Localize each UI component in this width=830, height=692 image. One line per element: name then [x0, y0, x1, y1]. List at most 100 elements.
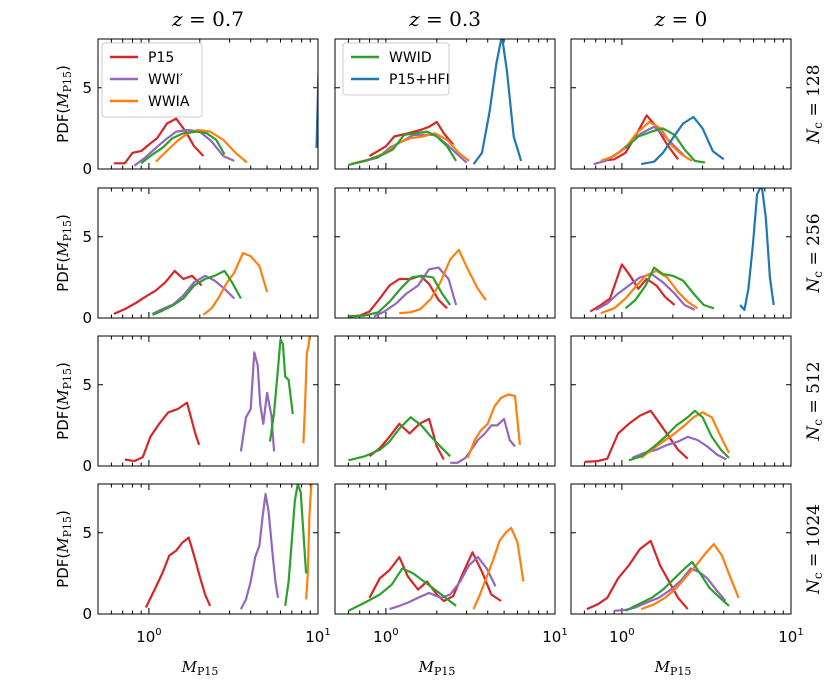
series-line-wwid [284, 484, 308, 607]
column-title-2: z = 0.3 [408, 7, 481, 31]
series-line-wwid [348, 130, 458, 166]
axis-frame [97, 483, 319, 615]
series-line-wwi-prime [239, 351, 276, 452]
series-line-wwid [140, 130, 226, 165]
panel-r4-c2: 100 101 MP15 [334, 483, 568, 678]
axis-frame [334, 483, 556, 615]
x-tick-label: 101 [542, 627, 567, 646]
series-line-wwia [399, 248, 487, 315]
series-lines [348, 393, 521, 464]
axis-frame [97, 187, 319, 319]
x-ticks [334, 484, 556, 614]
legend-frame [101, 42, 203, 118]
y-tick-label: 0 [82, 309, 92, 327]
series-line-wwia [640, 411, 730, 459]
series-line-wwid [152, 269, 242, 316]
series-lines [113, 50, 318, 167]
panel-r1-c2 [334, 38, 556, 170]
y-tick-label: 5 [82, 79, 92, 97]
x-ticks [334, 336, 556, 466]
y-tick-label: 5 [82, 228, 92, 246]
x-tick-label: 100 [373, 627, 398, 646]
series-lines [593, 114, 725, 166]
series-line-wwia [472, 526, 525, 610]
axis-frame [97, 335, 319, 467]
axis-frame [334, 335, 556, 467]
panel-r2-c1: 0 5 PDF(MP15) [54, 187, 319, 327]
series-line-wwi-prime [614, 567, 727, 612]
x-ticks [570, 188, 792, 318]
series-line-wwia [640, 543, 740, 611]
legend-left: P15 WWI′ WWIA [101, 42, 203, 118]
panel-r3-c3 [570, 335, 792, 467]
series-line-p15-hfi [315, 50, 318, 148]
x-tick-label: 100 [609, 627, 634, 646]
axis-frame [334, 38, 556, 170]
series-line-wwid [624, 127, 706, 164]
series-line-wwid [625, 560, 730, 612]
column-title-3: z = 0 [654, 7, 708, 31]
x-ticks [97, 336, 319, 466]
panel-r1-c3 [570, 38, 792, 170]
series-line-wwia [202, 251, 269, 316]
y-ticks [98, 384, 318, 467]
panel-r4-c1: 0 5 PDF(MP15) 100 101 MP15 [54, 483, 331, 678]
y-tick-label: 5 [82, 376, 92, 394]
series-line-wwia [466, 393, 521, 459]
series-line-p15 [113, 269, 203, 315]
series-line-wwi-prime [239, 492, 280, 610]
panel-r1-c1: 0 5 PDF(MP15) [54, 38, 319, 178]
series-line-wwid [348, 274, 452, 318]
axis-frame [570, 335, 792, 467]
x-ticks [570, 39, 792, 169]
axis-frame [570, 38, 792, 170]
x-axis-label: MP15 [418, 658, 456, 678]
x-ticks [570, 336, 792, 466]
x-tick-label: 101 [305, 627, 330, 646]
series-line-wwi-prime [631, 435, 727, 461]
legend-right: WWID P15+HFI [342, 42, 450, 96]
series-lines [113, 251, 269, 316]
axis-frame [570, 483, 792, 615]
legend-label-wwia: WWIA [148, 94, 190, 110]
series-line-wwia [155, 128, 248, 164]
x-tick-label: 100 [136, 627, 161, 646]
row-label-1: Nc = 128 [804, 64, 825, 144]
legend-label-wwi-prime: WWI′ [148, 72, 183, 88]
y-tick-label: 0 [82, 605, 92, 623]
row-label-2: Nc = 256 [804, 213, 825, 293]
series-line-wwia [600, 120, 693, 162]
x-axis-label: MP15 [181, 658, 219, 678]
axis-frame [570, 187, 792, 319]
series-line-wwia [305, 484, 313, 600]
y-axis-label: PDF(MP15) [54, 362, 74, 440]
series-lines [584, 409, 730, 463]
x-axis-label: MP15 [654, 658, 692, 678]
x-tick-label: 101 [778, 627, 803, 646]
axis-frame [334, 187, 556, 319]
series-lines [348, 248, 487, 318]
series-lines [348, 39, 523, 166]
series-lines [347, 526, 525, 612]
y-tick-label: 5 [82, 524, 92, 542]
panel-r2-c2 [334, 187, 556, 319]
axis-frame [97, 38, 319, 170]
series-line-p15 [368, 417, 445, 461]
series-line-p15-hfi [739, 188, 775, 311]
series-line-p15 [348, 274, 448, 318]
row-label-4: Nc = 1024 [804, 504, 825, 595]
legend-label-wwid: WWID [389, 50, 432, 66]
series-line-p15-hfi [640, 115, 725, 166]
series-line-wwi-prime [133, 128, 235, 167]
y-axis-label: PDF(MP15) [54, 214, 74, 292]
y-axis-label: PDF(MP15) [54, 510, 74, 588]
series-line-wwi-prime [389, 556, 497, 611]
series-line-wwid [268, 338, 294, 442]
series-line-p15 [368, 120, 455, 157]
series-line-wwia [302, 336, 311, 444]
series-lines [586, 539, 740, 612]
panel-r4-c3: 100 101 MP15 [570, 483, 804, 678]
y-ticks [335, 87, 555, 170]
x-ticks [97, 484, 319, 614]
